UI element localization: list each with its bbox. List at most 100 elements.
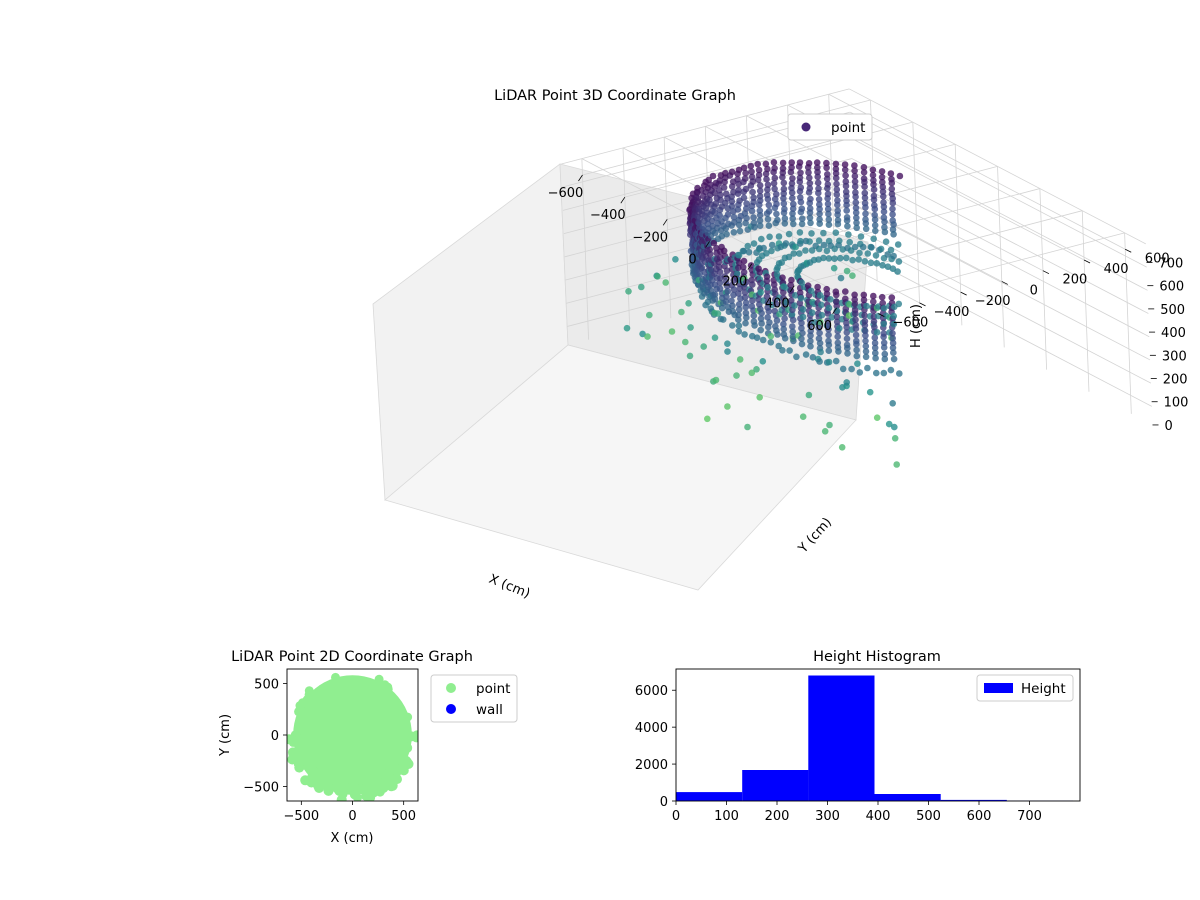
point-3d (871, 222, 879, 229)
point-3d (814, 283, 821, 291)
point-3d (806, 238, 813, 245)
point-3d (756, 187, 764, 195)
point-3d (779, 274, 786, 282)
point-3d (729, 302, 736, 310)
histogram-bar (742, 770, 809, 801)
point-3d (696, 270, 703, 278)
point-3d (851, 291, 858, 299)
point-3d (873, 329, 881, 336)
point-3d (816, 216, 823, 223)
point-3d (833, 180, 840, 188)
point-2d (331, 672, 340, 682)
point-3d (789, 194, 796, 202)
point-3d (758, 309, 765, 317)
point-3d (654, 273, 661, 280)
point-3d (805, 169, 812, 176)
point-3d (836, 237, 843, 245)
point-3d (742, 185, 750, 193)
point-3d (873, 260, 881, 267)
point-3d (821, 428, 829, 435)
point-3d (775, 233, 783, 240)
point-3d (870, 177, 877, 184)
point-3d (788, 189, 796, 196)
z-tick-label-3d: 600 (1159, 280, 1184, 295)
point-3d (740, 257, 748, 265)
point-3d (754, 160, 761, 168)
point-3d (807, 343, 814, 350)
point-3d (845, 231, 852, 238)
point-3d (763, 250, 770, 257)
point-3d (797, 169, 804, 177)
point-3d (888, 294, 896, 301)
point-3d (853, 224, 860, 232)
y-tick-label-3d: 400 (1104, 262, 1129, 277)
point-3d (889, 226, 897, 233)
point-3d (889, 339, 897, 347)
histogram-bar (874, 794, 941, 801)
point-3d (852, 316, 859, 324)
point-3d (790, 250, 797, 257)
point-3d (802, 247, 809, 254)
chart-3d: LiDAR Point 3D Coordinate Graph −600 −400… (372, 88, 1188, 602)
point-3d (802, 351, 810, 358)
point-3d (853, 214, 860, 222)
point-3d (797, 198, 805, 206)
y-tick-label-3d: 200 (1063, 273, 1088, 288)
point-3d (862, 225, 870, 233)
point-3d (798, 335, 805, 343)
point-3d (796, 159, 804, 166)
legend-2d-point-marker (446, 683, 456, 693)
point-3d (832, 160, 840, 168)
histogram-bars (676, 675, 1073, 801)
point-3d (710, 239, 718, 247)
grid-back-z (849, 88, 1146, 245)
x-tick-3d (705, 241, 710, 248)
point-3d (815, 196, 823, 203)
point-3d (646, 311, 653, 319)
point-3d (852, 310, 859, 318)
point-3d (798, 319, 805, 327)
y-tick-label-histogram: 6000 (635, 684, 668, 699)
point-3d (838, 444, 846, 451)
point-3d (851, 178, 859, 185)
point-3d (797, 294, 805, 302)
point-3d (764, 195, 772, 203)
point-3d (884, 263, 892, 271)
point-3d (780, 185, 788, 193)
point-2d (412, 730, 418, 741)
point-3d (806, 205, 814, 212)
point-3d (823, 247, 831, 255)
y-tick-3d (919, 302, 926, 307)
point-3d (871, 344, 879, 352)
point-3d (758, 235, 765, 243)
point-3d (709, 172, 717, 180)
x-tick-label-3d: 0 (688, 252, 696, 267)
ticks-histogram: 0 100 200 300 400 500 600 700 0 2000 4000 6000 (635, 684, 1042, 824)
point-3d (706, 250, 714, 258)
point-3d (890, 312, 897, 320)
point-3d (796, 250, 803, 257)
point-3d (722, 298, 730, 305)
point-3d (749, 178, 757, 185)
point-3d (843, 335, 851, 343)
point-3d (743, 205, 750, 212)
point-3d (756, 211, 764, 219)
point-3d (877, 245, 885, 253)
point-3d (685, 300, 692, 307)
point-3d (857, 233, 865, 240)
point-3d (749, 188, 756, 196)
point-3d (807, 332, 814, 339)
point-3d (862, 220, 870, 227)
point-3d (716, 268, 724, 276)
x-tick-label-histogram: 300 (815, 809, 840, 824)
point-3d (686, 352, 694, 360)
point-3d (825, 210, 832, 218)
point-3d (729, 322, 736, 329)
point-3d (768, 247, 775, 255)
point-3d (872, 252, 880, 259)
point-3d (714, 310, 722, 317)
point-3d (833, 191, 841, 198)
point-3d (774, 331, 781, 338)
point-3d (740, 247, 748, 255)
point-3d (848, 365, 855, 373)
